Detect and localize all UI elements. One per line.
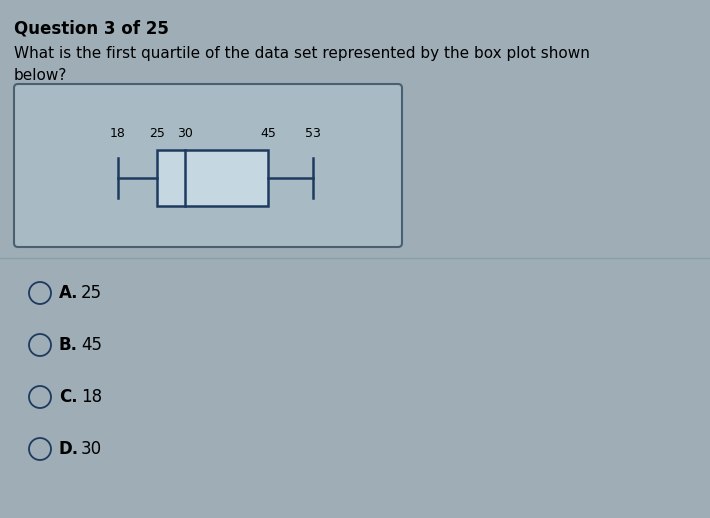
Text: 30: 30 [177, 127, 192, 140]
Text: C.: C. [59, 388, 77, 406]
Text: 30: 30 [81, 440, 102, 458]
Bar [157, 150, 268, 206]
Text: 25: 25 [148, 127, 165, 140]
Text: 18: 18 [81, 388, 102, 406]
Text: 18: 18 [109, 127, 126, 140]
Text: 45: 45 [261, 127, 276, 140]
Text: A.: A. [59, 284, 79, 302]
Text: 45: 45 [81, 336, 102, 354]
Text: 25: 25 [81, 284, 102, 302]
Text: B.: B. [59, 336, 78, 354]
FancyBboxPatch shape [14, 84, 402, 247]
Text: below?: below? [14, 68, 67, 83]
Text: D.: D. [59, 440, 79, 458]
Text: 53: 53 [305, 127, 321, 140]
Text: Question 3 of 25: Question 3 of 25 [14, 20, 169, 38]
Text: What is the first quartile of the data set represented by the box plot shown: What is the first quartile of the data s… [14, 46, 590, 61]
